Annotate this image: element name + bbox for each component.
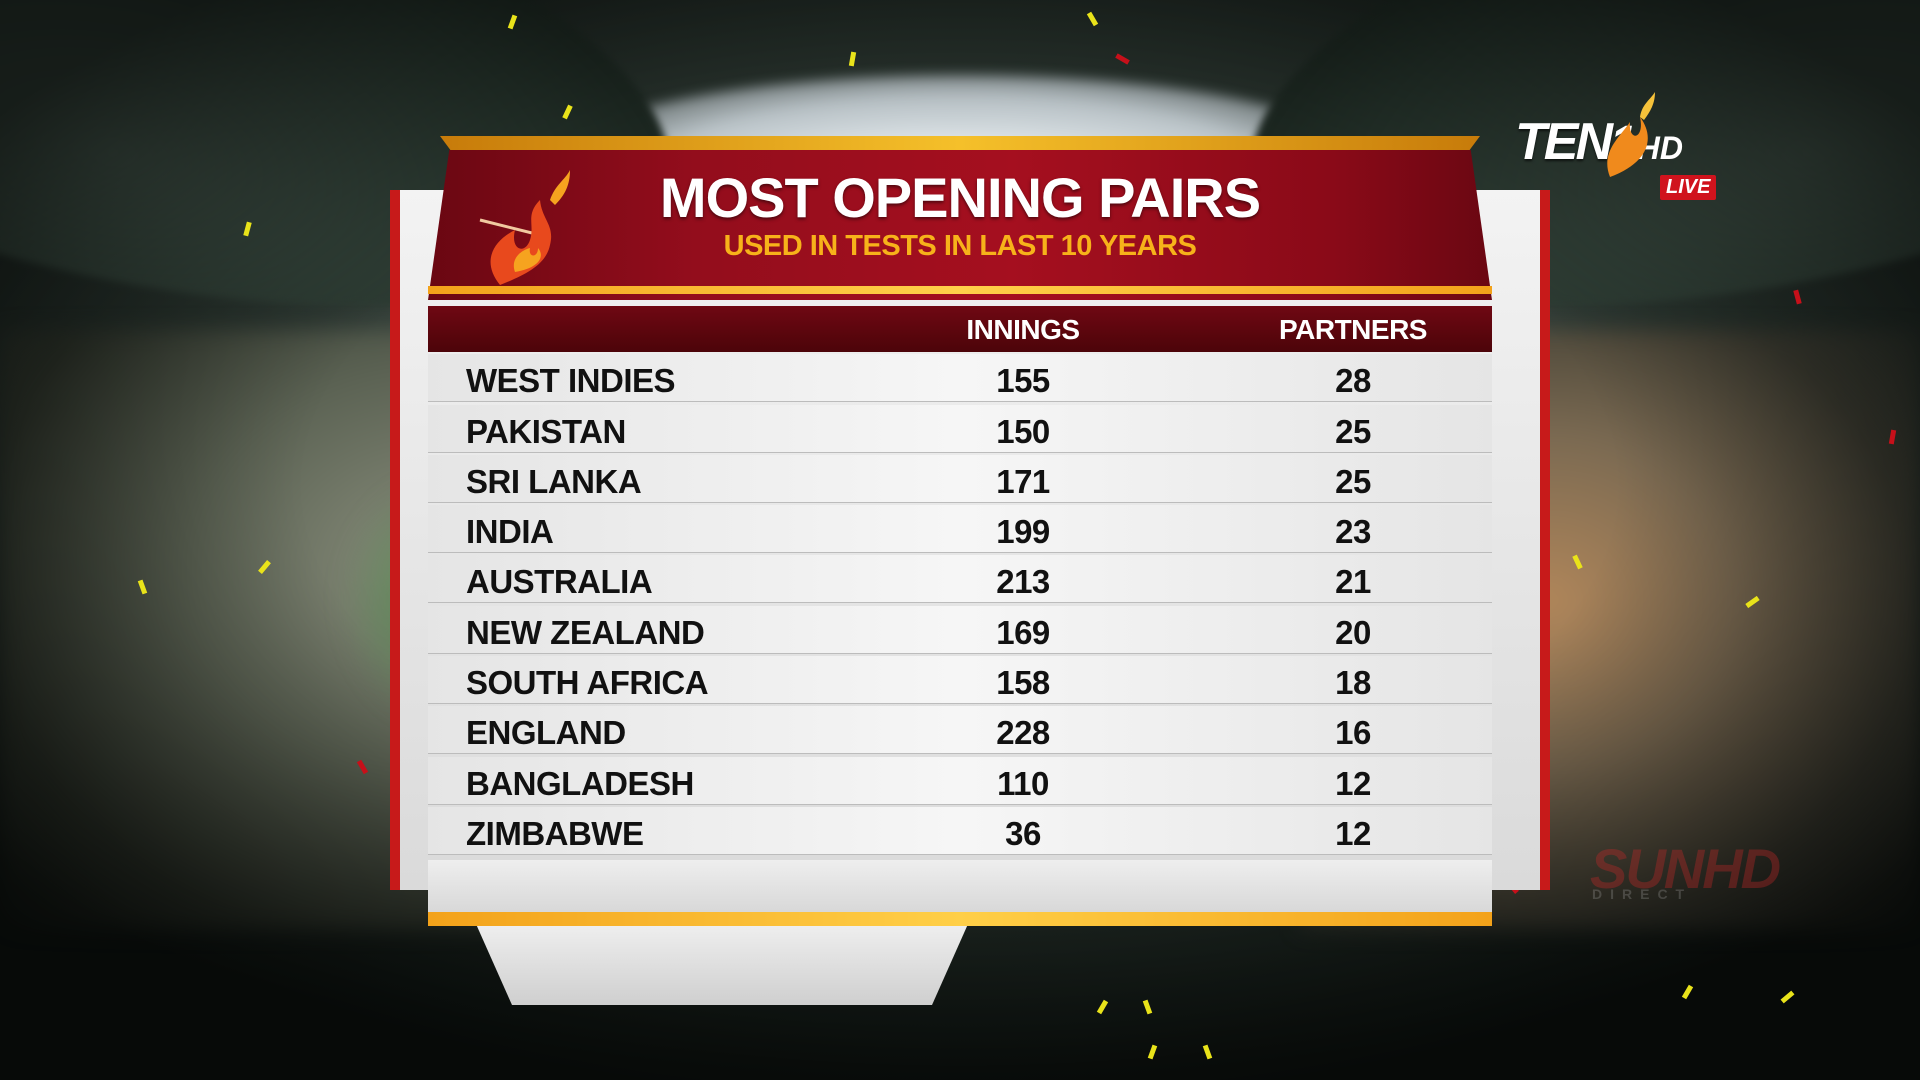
flame-logo-icon <box>479 170 570 285</box>
partners-value: 16 <box>1335 714 1371 752</box>
innings-value: 228 <box>996 714 1050 752</box>
innings-value: 155 <box>996 362 1050 400</box>
table-row: SRI LANKA 171 25 <box>428 454 1492 503</box>
table-row: AUSTRALIA 213 21 <box>428 555 1492 604</box>
title-box <box>428 150 1492 300</box>
channel-flame-icon <box>1607 92 1655 177</box>
team-name: BANGLADESH <box>466 764 694 802</box>
partners-value: 12 <box>1335 814 1371 852</box>
table-row: NEW ZEALAND 169 20 <box>428 605 1492 654</box>
team-name: SRI LANKA <box>466 462 642 500</box>
innings-value: 169 <box>996 613 1050 651</box>
title-underline <box>428 286 1492 294</box>
table-header: INNINGS PARTNERS <box>428 306 1492 352</box>
watermark-brand: SUN <box>1590 837 1704 900</box>
partners-value: 28 <box>1335 362 1371 400</box>
column-header-innings: INNINGS <box>966 314 1080 345</box>
team-name: WEST INDIES <box>466 362 676 400</box>
watermark-sub: DIRECT <box>1592 886 1693 902</box>
table-row: WEST INDIES 155 28 <box>428 354 1492 403</box>
graphic-subtitle: USED IN TESTS IN LAST 10 YEARS <box>723 230 1197 262</box>
partners-value: 18 <box>1335 664 1371 702</box>
team-name: INDIA <box>466 513 554 551</box>
partners-value: 23 <box>1335 513 1371 551</box>
table-row: PAKISTAN 150 25 <box>428 404 1492 453</box>
graphic-bottom-tab <box>472 915 972 1005</box>
team-name: NEW ZEALAND <box>466 613 705 651</box>
stats-table: INNINGS PARTNERS WEST INDIES 155 28 PAKISTA… <box>428 306 1492 855</box>
team-name: PAKISTAN <box>466 412 626 450</box>
table-bottom-trim <box>428 912 1492 926</box>
table-row: ENGLAND 228 16 <box>428 706 1492 755</box>
column-header-partners: PARTNERS <box>1279 314 1427 345</box>
partners-value: 25 <box>1335 462 1371 500</box>
watermark-logo: SUNHD <box>1590 836 1781 901</box>
partners-value: 20 <box>1335 613 1371 651</box>
graphic-title: MOST OPENING PAIRS <box>659 166 1261 229</box>
partners-value: 12 <box>1335 764 1371 802</box>
table-row: INDIA 199 23 <box>428 505 1492 554</box>
table-row: ZIMBABWE 36 12 <box>428 806 1492 855</box>
innings-value: 171 <box>996 462 1050 500</box>
team-name: SOUTH AFRICA <box>466 664 709 702</box>
innings-value: 213 <box>996 563 1050 601</box>
channel-name: TEN <box>1515 113 1613 171</box>
team-name: ZIMBABWE <box>466 814 644 852</box>
innings-value: 158 <box>996 664 1050 702</box>
table-row: BANGLADESH 110 12 <box>428 756 1492 805</box>
watermark-hd: HD <box>1702 837 1781 900</box>
partners-value: 21 <box>1335 563 1371 601</box>
title-gold-trim <box>440 136 1480 150</box>
table-fill <box>428 860 1492 912</box>
partners-value: 25 <box>1335 412 1371 450</box>
innings-value: 199 <box>996 513 1050 551</box>
team-name: AUSTRALIA <box>466 563 653 601</box>
innings-value: 36 <box>1005 814 1041 852</box>
live-badge: LIVE <box>1660 175 1717 200</box>
team-name: ENGLAND <box>466 714 626 752</box>
table-body: WEST INDIES 155 28 PAKISTAN 150 25 SRI LANKA 17… <box>428 354 1492 855</box>
innings-value: 110 <box>997 764 1049 802</box>
innings-value: 150 <box>996 412 1050 450</box>
table-row: SOUTH AFRICA 158 18 <box>428 656 1492 705</box>
